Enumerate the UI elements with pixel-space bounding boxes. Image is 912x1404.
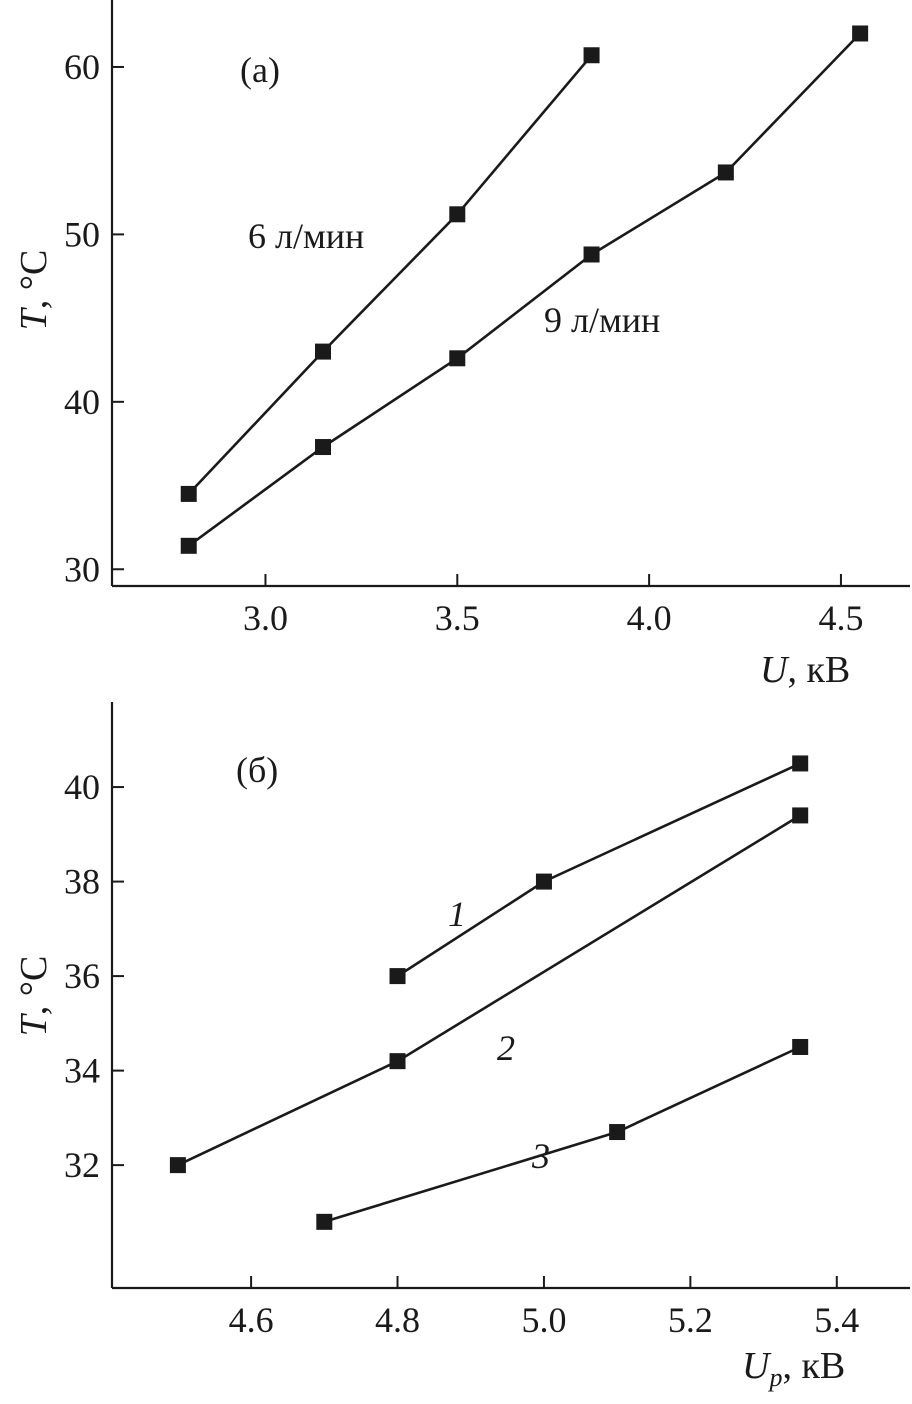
x-tick-label: 4.0	[627, 598, 672, 638]
series-line-b-2	[177, 814, 801, 1167]
y-tick-label: 38	[64, 862, 100, 902]
panel-a-x-axis-symbol: U	[760, 649, 790, 691]
series-label-1: 1	[448, 894, 466, 934]
data-point	[169, 1157, 186, 1174]
series-label-2: 2	[497, 1028, 515, 1068]
panel-a-label: (а)	[240, 50, 280, 90]
panel-a-y-axis-symbol: T	[13, 306, 55, 330]
panel-b-y-axis-unit: , °C	[13, 956, 55, 1016]
data-point	[449, 350, 466, 367]
series-label-6-l-min: 6 л/мин	[248, 216, 364, 256]
y-tick-label: 34	[64, 1051, 100, 1091]
data-point	[792, 755, 809, 772]
data-point	[389, 1053, 406, 1070]
panel-a-series	[180, 25, 869, 554]
x-tick-label: 3.0	[243, 598, 288, 638]
panel-a-y-axis-unit: , °C	[13, 250, 55, 310]
data-point	[609, 1124, 626, 1141]
panel-a-x-axis-title: U, кВ	[760, 649, 850, 691]
data-point	[792, 807, 809, 824]
panel-a-y-axis-title: T, °C	[13, 250, 55, 331]
x-tick-label: 4.5	[818, 598, 863, 638]
data-point	[535, 873, 552, 890]
x-tick-label: 5.4	[814, 1300, 859, 1340]
panel-b-y-axis-title: T, °C	[13, 956, 55, 1037]
x-tick-label: 4.8	[375, 1300, 420, 1340]
series-line-a-2	[187, 32, 862, 547]
panel-b-x-axis-symbol: U	[742, 1345, 772, 1387]
data-point	[583, 246, 600, 263]
y-tick-label: 40	[64, 767, 100, 807]
panel-b-x-axis-unit: , кВ	[782, 1345, 845, 1387]
panel-a-x-axis-unit: , кВ	[787, 649, 850, 691]
panel-b-x-axis-subscript: p	[767, 1363, 782, 1392]
y-tick-label: 36	[64, 956, 100, 996]
data-point	[717, 164, 734, 181]
panel-b-label: (б)	[236, 750, 278, 790]
data-point	[583, 47, 600, 64]
data-point	[852, 25, 869, 42]
data-point	[180, 537, 197, 554]
panel-b-series	[169, 755, 809, 1230]
y-tick-label: 30	[64, 549, 100, 589]
data-point	[449, 206, 466, 223]
series-label-9-l-min: 9 л/мин	[544, 300, 660, 340]
y-tick-label: 60	[64, 47, 100, 87]
chart-panel-a: 3.0 3.5 4.0 4.5 30 40 50 60 (а) 6 л/мин 9 л/мин…	[13, 0, 910, 691]
x-tick-label: 3.5	[435, 598, 480, 638]
series-line-a-1	[187, 54, 593, 495]
y-tick-label: 50	[64, 214, 100, 254]
data-point	[316, 1213, 333, 1230]
data-point	[180, 485, 197, 502]
data-point	[315, 439, 332, 456]
series-line-b-3	[323, 1045, 801, 1224]
panel-b-x-axis-title: Up, кВ	[742, 1345, 845, 1392]
series-line-b-1	[396, 762, 801, 978]
data-point	[389, 968, 406, 985]
data-point	[792, 1038, 809, 1055]
y-tick-label: 40	[64, 382, 100, 422]
panel-a-axes: 3.0 3.5 4.0 4.5 30 40 50 60	[64, 0, 910, 638]
series-label-3: 3	[531, 1136, 550, 1176]
x-tick-label: 5.0	[521, 1300, 566, 1340]
panel-b-y-axis-symbol: T	[13, 1012, 55, 1036]
data-point	[315, 343, 332, 360]
y-tick-label: 32	[64, 1145, 100, 1185]
x-tick-label: 4.6	[229, 1300, 274, 1340]
x-tick-label: 5.2	[668, 1300, 713, 1340]
